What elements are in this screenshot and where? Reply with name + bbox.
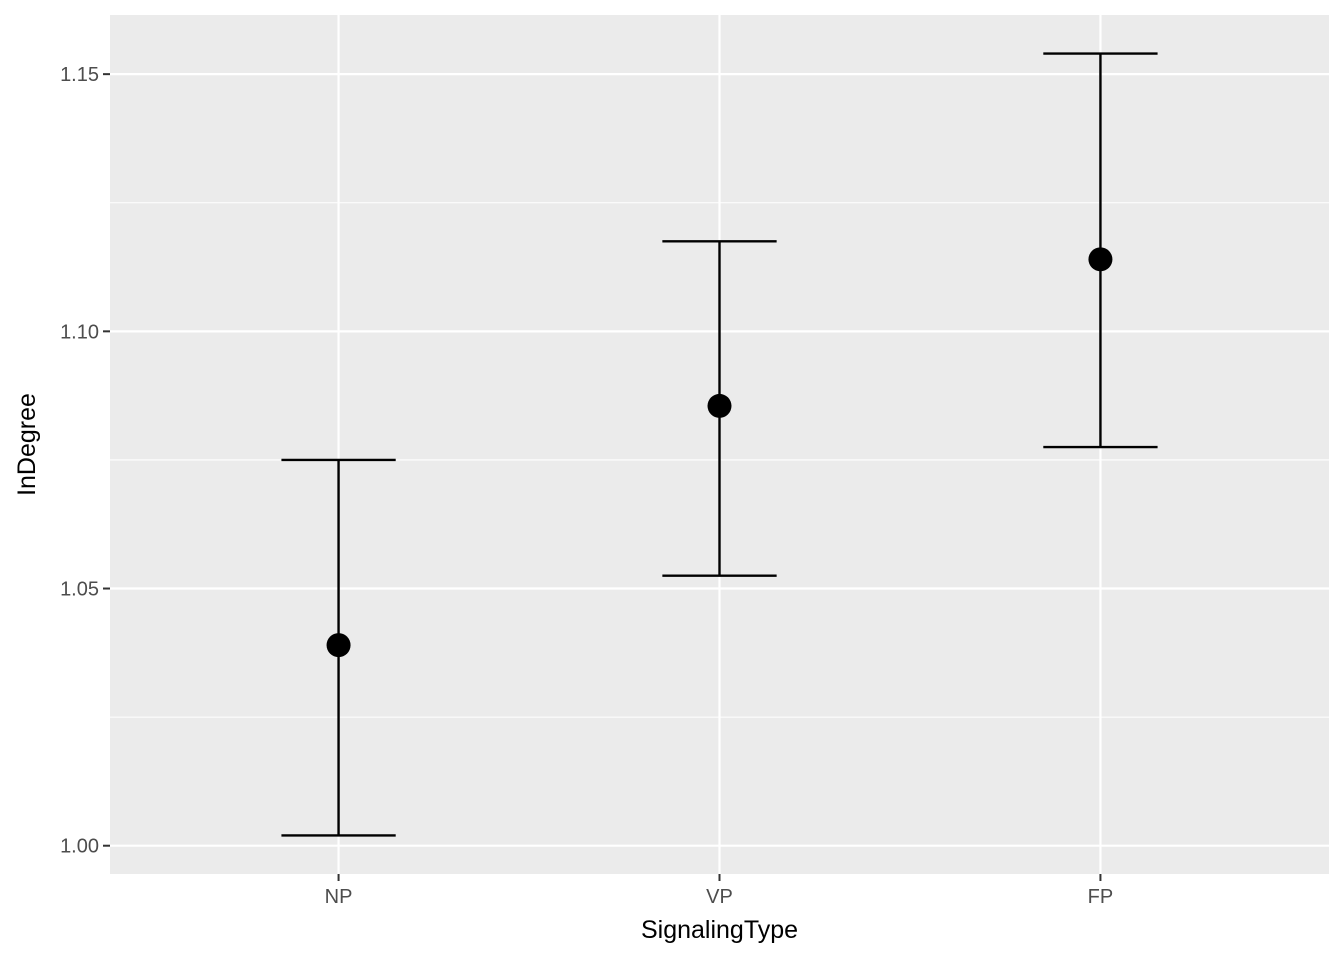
- y-tick-label: 1.15: [60, 64, 99, 86]
- y-tick-label: 1.10: [60, 321, 99, 343]
- y-tick-label: 1.00: [60, 836, 99, 858]
- y-axis-title: InDegree: [13, 393, 41, 496]
- point-fp: [1088, 247, 1113, 272]
- x-axis-ticks: NP VP FP: [325, 874, 1114, 908]
- y-tick-label: 1.05: [60, 579, 99, 601]
- point-np: [326, 633, 351, 658]
- y-axis-ticks: 1.00 1.05 1.10 1.15: [60, 64, 110, 858]
- x-tick-label: NP: [325, 886, 353, 908]
- point-vp: [707, 393, 732, 418]
- data-points: [326, 247, 1113, 658]
- x-axis-title: SignalingType: [641, 916, 798, 944]
- x-tick-label: FP: [1088, 886, 1114, 908]
- x-tick-label: VP: [706, 886, 733, 908]
